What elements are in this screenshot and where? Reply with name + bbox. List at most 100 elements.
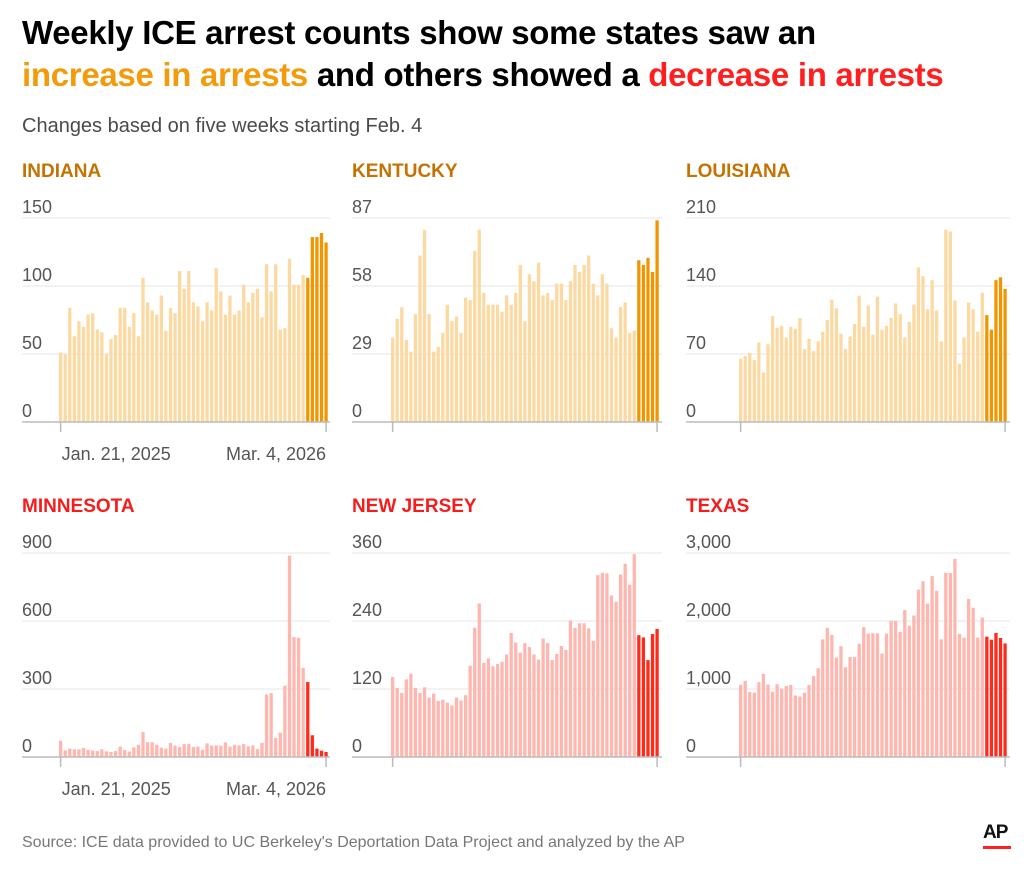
bar-minnesota-week-2	[63, 750, 67, 757]
bar-louisiana-week-17	[811, 351, 816, 422]
bar-texas-week-23	[839, 646, 843, 757]
chart-subtitle: Changes based on five weeks starting Feb…	[22, 115, 423, 137]
bar-kentucky-week-12	[441, 332, 445, 422]
bar-louisiana-week-14	[798, 318, 802, 422]
title-decrease: decrease in arrests	[648, 56, 944, 93]
bar-minnesota-week-1	[59, 740, 63, 757]
bar-indiana-week-11	[104, 354, 109, 422]
bar-indiana-week-27	[177, 271, 182, 422]
bar-louisiana-week-12	[789, 326, 793, 422]
bar-indiana-week-56	[310, 237, 314, 422]
bar-minnesota-week-24	[164, 748, 168, 757]
bar-indiana-week-41	[242, 284, 246, 422]
bar-minnesota-week-57	[315, 748, 319, 757]
bar-minnesota-week-17	[132, 747, 136, 757]
y-tick-label: 0	[22, 736, 32, 756]
bar-minnesota-week-29	[187, 744, 191, 757]
y-tick-label: 900	[22, 532, 52, 552]
bar-new-jersey-week-55	[637, 635, 641, 757]
bar-minnesota-week-8	[91, 750, 95, 757]
bar-indiana-week-13	[113, 334, 118, 422]
bar-minnesota-week-10	[100, 749, 104, 757]
bar-indiana-week-59	[324, 242, 328, 422]
bar-louisiana-week-58	[998, 277, 1003, 422]
bar-new-jersey-week-3	[400, 692, 404, 757]
bar-texas-week-59	[1003, 643, 1007, 757]
bar-indiana-week-17	[132, 313, 136, 422]
bar-minnesota-week-16	[127, 751, 131, 757]
bar-new-jersey-week-13	[445, 702, 449, 757]
bar-minnesota-week-28	[182, 744, 186, 757]
bar-texas-week-19	[821, 639, 825, 757]
bar-texas-week-52	[971, 607, 975, 757]
bar-texas-week-45	[939, 639, 943, 757]
bar-indiana-week-10	[100, 332, 104, 422]
bar-indiana-week-20	[145, 302, 150, 422]
y-tick-label: 0	[686, 736, 696, 756]
bar-texas-week-53	[976, 637, 980, 757]
bar-indiana-week-48	[274, 264, 278, 422]
bar-new-jersey-week-35	[546, 643, 550, 757]
bar-indiana-week-50	[283, 328, 287, 422]
bar-louisiana-week-25	[848, 336, 852, 422]
bar-indiana-week-12	[109, 339, 113, 422]
y-tick-label: 70	[686, 333, 706, 353]
bar-texas-week-5	[757, 682, 761, 757]
bar-kentucky-week-58	[650, 271, 655, 422]
bar-indiana-week-42	[246, 302, 250, 422]
bar-louisiana-week-57	[994, 280, 998, 422]
bar-indiana-week-49	[278, 329, 282, 422]
bar-kentucky-week-53	[628, 332, 632, 422]
y-tick-label: 0	[686, 401, 696, 421]
bar-minnesota-week-51	[287, 555, 292, 757]
bar-texas-week-44	[935, 590, 939, 757]
y-tick-label: 120	[352, 668, 382, 688]
bar-kentucky-week-41	[573, 264, 577, 422]
bar-new-jersey-week-52	[623, 563, 627, 757]
bar-indiana-week-7	[86, 314, 90, 422]
ap-logo-text: AP	[983, 822, 1008, 843]
bar-louisiana-week-50	[962, 337, 966, 422]
bar-new-jersey-week-16	[459, 700, 463, 757]
bar-louisiana-week-20	[825, 320, 829, 422]
bar-louisiana-week-22	[834, 308, 839, 422]
bar-kentucky-week-46	[596, 295, 600, 422]
bar-minnesota-week-38	[228, 746, 232, 757]
bar-minnesota-week-36	[219, 745, 223, 757]
bar-kentucky-week-1	[391, 337, 395, 422]
bar-kentucky-week-54	[632, 330, 636, 422]
bar-kentucky-week-19	[473, 250, 477, 422]
y-tick-label: 2,000	[686, 600, 731, 620]
x-tick-label-end: Mar. 4, 2026	[226, 779, 326, 799]
bar-new-jersey-week-12	[441, 699, 445, 757]
bar-minnesota-week-43	[251, 745, 255, 757]
bar-texas-week-51	[966, 598, 971, 757]
bar-texas-week-13	[793, 695, 797, 757]
bar-kentucky-week-42	[577, 271, 582, 422]
y-tick-label: 600	[22, 600, 52, 620]
bar-texas-week-32	[880, 653, 884, 757]
ap-logo-underline	[983, 846, 1011, 849]
bar-texas-week-47	[948, 573, 953, 757]
bar-louisiana-week-11	[784, 337, 788, 422]
bar-minnesota-week-35	[214, 745, 218, 757]
bar-new-jersey-week-15	[454, 697, 459, 757]
y-tick-label: 3,000	[686, 532, 731, 552]
bar-kentucky-week-51	[618, 307, 623, 422]
bar-indiana-week-29	[187, 271, 191, 422]
bar-kentucky-week-6	[413, 314, 418, 422]
bar-indiana-week-15	[123, 307, 127, 422]
bar-texas-week-35	[894, 621, 898, 757]
bar-indiana-week-26	[173, 313, 177, 422]
bar-indiana-week-2	[63, 354, 67, 422]
bar-new-jersey-week-4	[404, 679, 408, 757]
panel-title-indiana: INDIANA	[22, 161, 101, 182]
bar-texas-week-55	[985, 636, 989, 757]
bar-texas-week-31	[875, 633, 880, 757]
bar-texas-week-33	[884, 633, 889, 757]
bar-texas-week-41	[921, 581, 925, 757]
bar-louisiana-week-53	[976, 331, 980, 422]
y-tick-label: 210	[686, 197, 716, 217]
y-tick-label: 240	[352, 600, 382, 620]
bar-texas-week-37	[903, 610, 907, 757]
